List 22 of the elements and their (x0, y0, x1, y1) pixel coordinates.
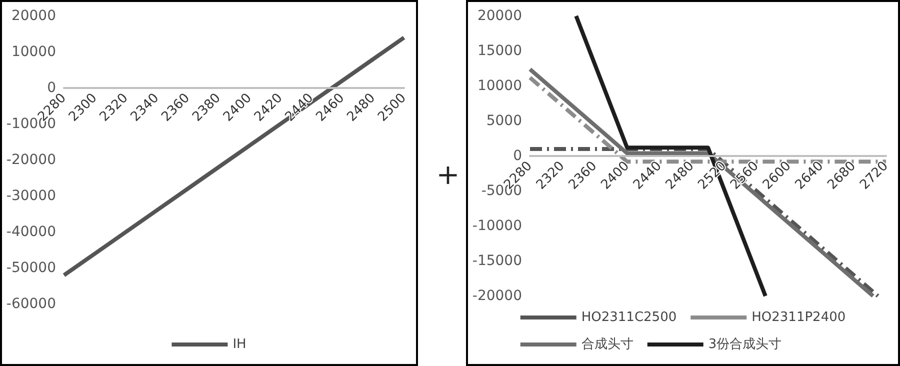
y-tick-label: -20000 (472, 288, 522, 304)
text: + (435, 158, 461, 191)
y-tick-label: 5000 (486, 113, 522, 129)
y-tick-label: 0 (513, 148, 522, 164)
y-tick-label: 15000 (477, 43, 522, 59)
y-tick-label: -15000 (472, 253, 522, 269)
y-tick-label: 10000 (477, 78, 522, 94)
legend-label: HO2311P2400 (752, 310, 846, 325)
y-tick-label: -50000 (6, 260, 56, 276)
legend-label: 3份合成头寸 (708, 337, 782, 352)
legend-label: HO2311C2500 (581, 310, 677, 325)
y-tick-label: -40000 (6, 224, 56, 240)
y-tick-label: -10000 (472, 218, 522, 234)
y-tick-label: 20000 (477, 8, 522, 24)
y-tick-label: 20000 (11, 8, 56, 24)
legend-label: 合成头寸 (581, 337, 634, 352)
y-tick-label: -30000 (6, 188, 56, 204)
legend-label: IH (232, 337, 246, 352)
y-tick-label: 0 (47, 80, 56, 96)
y-tick-label: 10000 (11, 44, 56, 60)
y-tick-label: -60000 (6, 296, 56, 312)
y-tick-label: -20000 (6, 152, 56, 168)
